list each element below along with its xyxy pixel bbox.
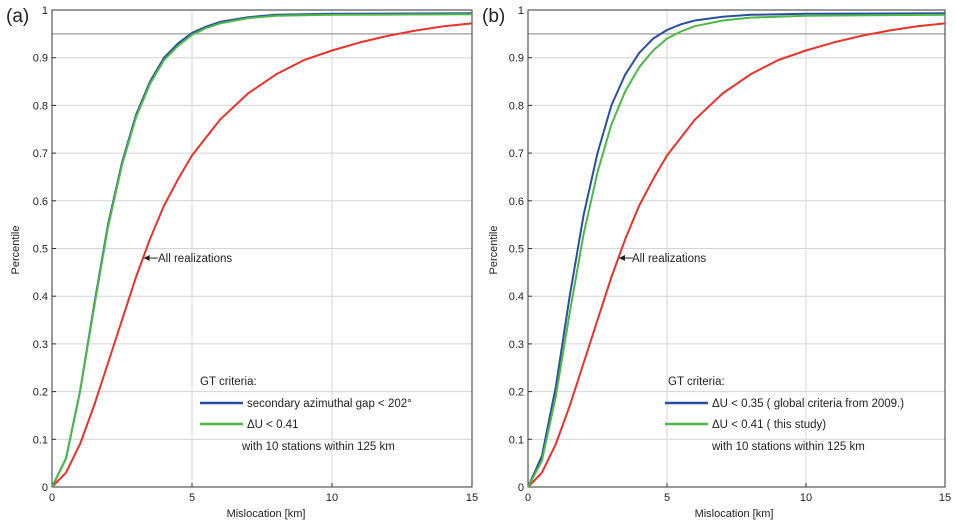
y-tick-label: 0.6 <box>509 196 524 208</box>
y-tick-label: 0.5 <box>33 244 48 256</box>
y-tick-label: 0 <box>42 482 48 494</box>
panel-b-label: (b) <box>482 6 505 27</box>
panel-a-label: (a) <box>6 6 29 27</box>
annotation-arrowhead <box>143 255 150 262</box>
x-tick-label: 0 <box>49 492 55 504</box>
y-tick-label: 0.5 <box>509 244 524 256</box>
series-line-3 <box>51 13 473 488</box>
x-tick-label: 15 <box>466 492 478 504</box>
series-line-2 <box>527 12 946 488</box>
y-tick-label: 0.3 <box>33 339 48 351</box>
panel-a-legend-title: GT criteria: <box>200 376 257 388</box>
y-tick-label: 0.9 <box>509 53 524 65</box>
panel-a-legend-entry-2: ΔU < 0.41 <box>247 419 298 431</box>
x-tick-label: 5 <box>664 492 670 504</box>
panel-a-xlabel: Mislocation [km] <box>227 508 306 520</box>
panel-a-annotation: All realizations <box>158 253 232 265</box>
panel-a: (a) Mislocation [km] Percentile All real… <box>6 5 478 520</box>
y-tick-label: 0.8 <box>33 100 48 112</box>
series-line-1 <box>51 22 473 488</box>
panel-a-legend-entry-1: secondary azimuthal gap < 202° <box>247 398 412 410</box>
annotation-arrowhead <box>618 255 625 262</box>
y-tick-label: 0.4 <box>509 291 524 303</box>
series-line-1 <box>527 22 946 488</box>
panel-b: (b) Mislocation [km] Percentile All real… <box>482 5 951 520</box>
y-tick-label: 0.7 <box>509 148 524 160</box>
panel-b-xlabel: Mislocation [km] <box>695 508 774 520</box>
y-tick-label: 0.8 <box>509 100 524 112</box>
series-line-3 <box>527 13 946 488</box>
y-tick-label: 0.4 <box>33 291 48 303</box>
y-tick-label: 0.9 <box>33 53 48 65</box>
panel-b-legend-entry-1: ΔU < 0.35 ( global criteria from 2009.) <box>712 398 904 410</box>
y-tick-label: 0.1 <box>33 434 48 446</box>
y-tick-label: 1 <box>42 5 48 17</box>
x-tick-label: 15 <box>939 492 951 504</box>
x-tick-label: 10 <box>326 492 338 504</box>
panel-a-ylabel: Percentile <box>10 226 22 275</box>
panel-b-annotation: All realizations <box>632 253 706 265</box>
y-tick-label: 0.2 <box>509 387 524 399</box>
panel-b-legend-title: GT criteria: <box>668 376 725 388</box>
panel-b-legend-entry-2: ΔU < 0.41 ( this study) <box>712 419 826 431</box>
y-tick-label: 0.3 <box>509 339 524 351</box>
panel-a-legend-note: with 10 stations within 125 km <box>241 441 395 453</box>
x-tick-label: 5 <box>189 492 195 504</box>
y-tick-label: 1 <box>518 5 524 17</box>
panel-b-legend-note: with 10 stations within 125 km <box>711 441 865 453</box>
y-tick-label: 0.6 <box>33 196 48 208</box>
y-tick-label: 0.1 <box>509 434 524 446</box>
y-tick-label: 0 <box>518 482 524 494</box>
x-tick-label: 10 <box>800 492 812 504</box>
y-tick-label: 0.2 <box>33 387 48 399</box>
panel-b-ylabel: Percentile <box>488 226 500 275</box>
y-tick-label: 0.7 <box>33 148 48 160</box>
x-tick-label: 0 <box>525 492 531 504</box>
